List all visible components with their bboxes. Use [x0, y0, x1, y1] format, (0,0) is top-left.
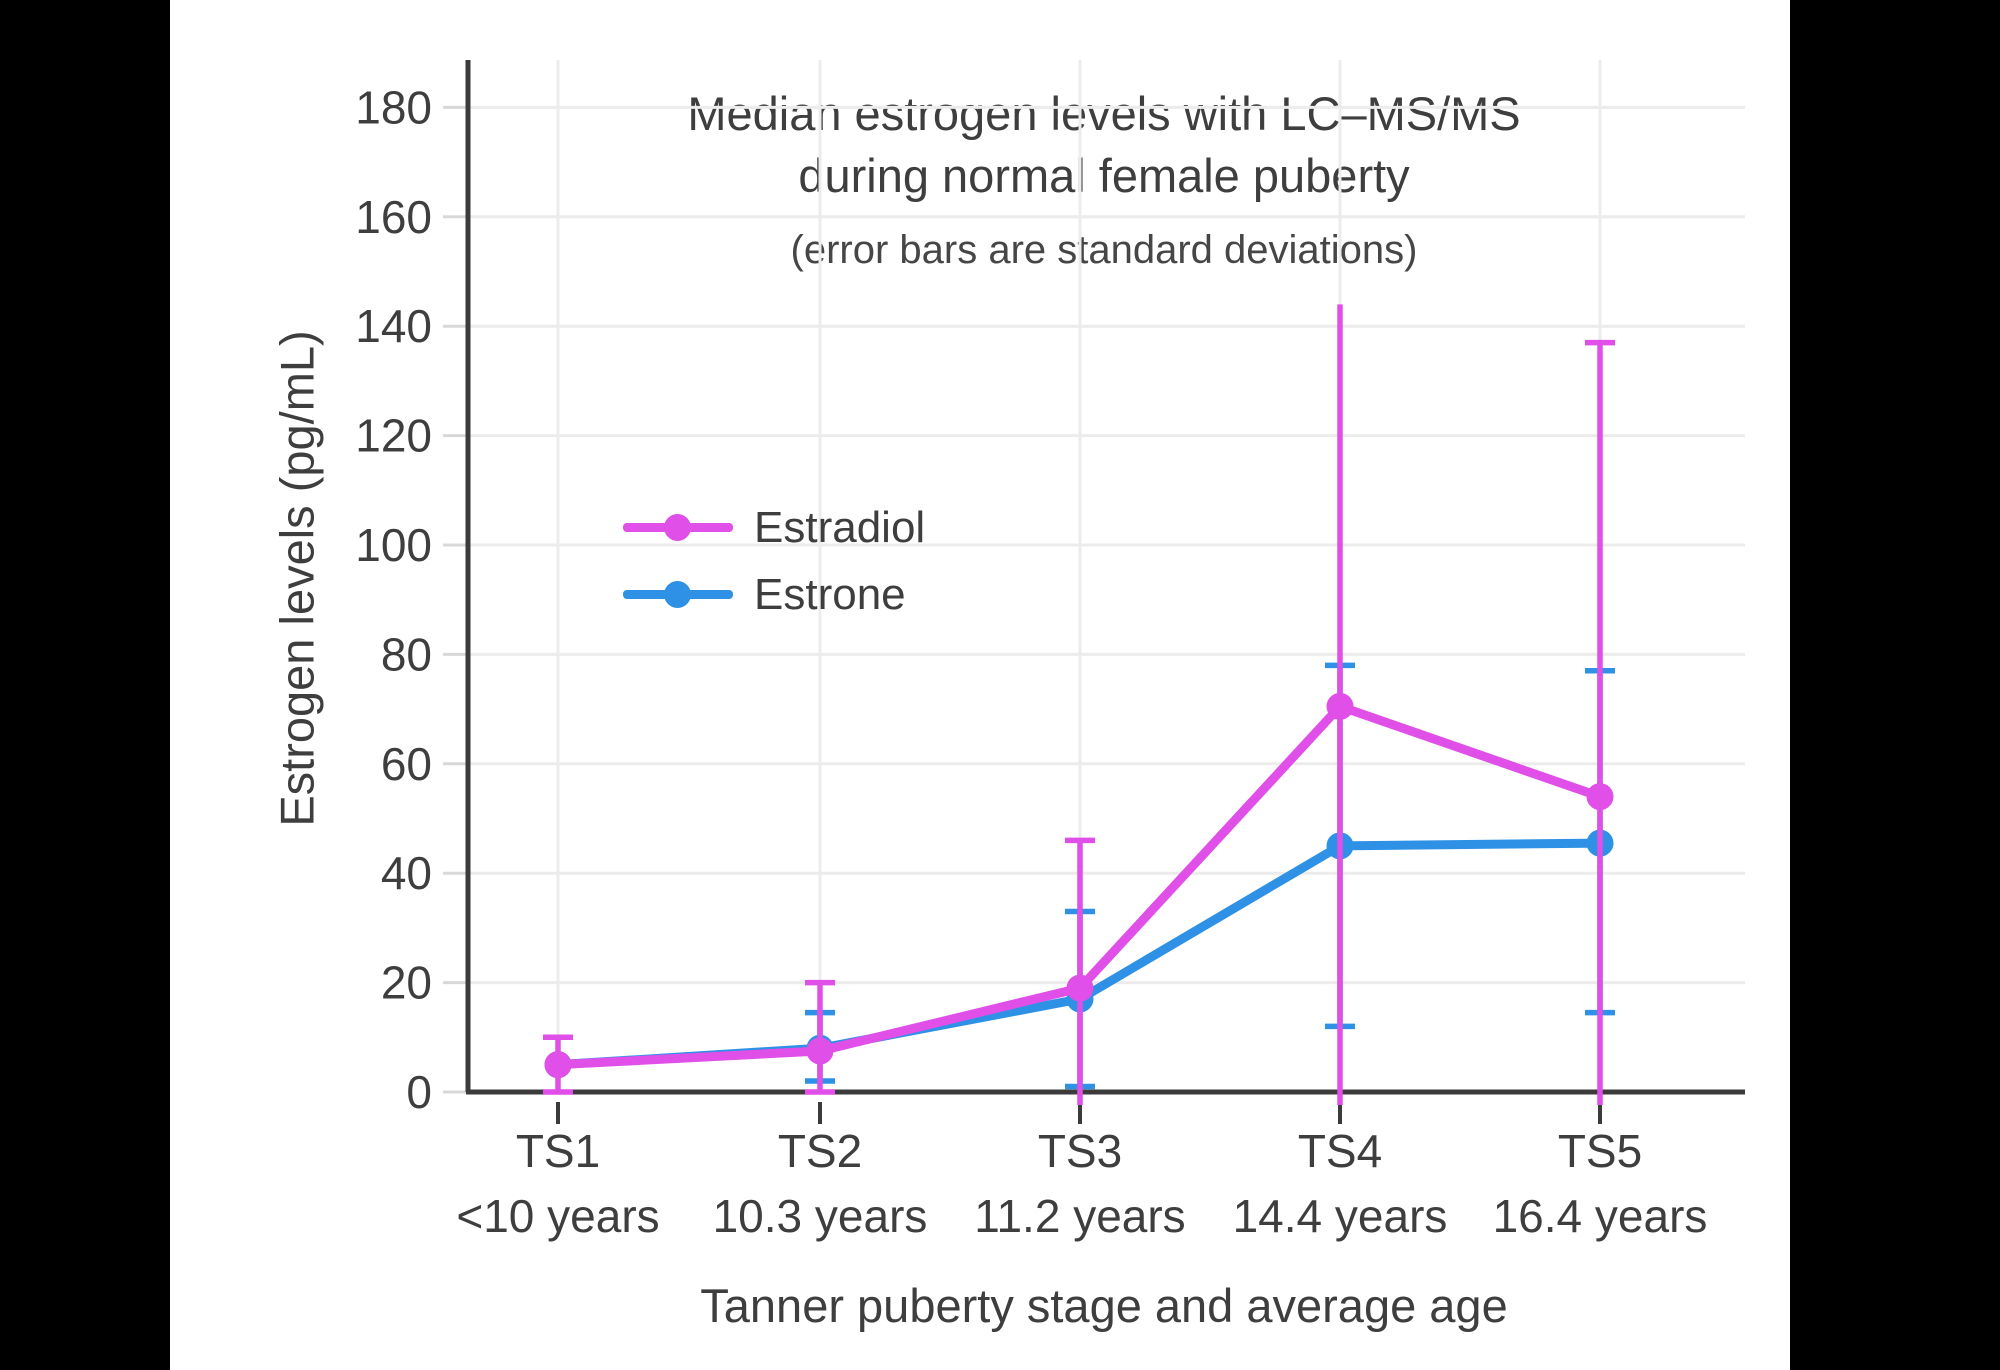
- legend-label-estradiol: Estradiol: [754, 502, 926, 552]
- y-tick-label: 140: [355, 300, 432, 352]
- x-tick-label: TS4: [1298, 1125, 1382, 1177]
- x-age-label: 11.2 years: [974, 1190, 1185, 1242]
- y-tick-label: 160: [355, 191, 432, 243]
- y-tick-label: 180: [355, 81, 432, 133]
- chart-subtitle: (error bars are standard deviations): [790, 228, 1418, 272]
- data-point-estradiol-TS2: [806, 1037, 834, 1065]
- legend-item-estradiol: Estradiol: [623, 494, 925, 561]
- chart-title-line1: Median estrogen levels with LC–MS/MS: [687, 87, 1521, 140]
- y-tick-label: 40: [381, 847, 432, 899]
- estradiol-marker-icon: [664, 514, 691, 541]
- series-estradiol: [543, 304, 1615, 1105]
- data-point-estradiol-TS3: [1066, 974, 1094, 1002]
- x-axis-title: Tanner puberty stage and average age: [700, 1279, 1508, 1332]
- series-layer: [543, 304, 1615, 1105]
- data-point-estradiol-TS4: [1326, 692, 1354, 720]
- x-age-label: 16.4 years: [1493, 1190, 1708, 1242]
- y-tick-label: 80: [381, 628, 432, 680]
- chart-svg: 0 20 40 60 80 100 120 140 160 180 TS1 TS2 TS3 TS4 TS5…: [355, 60, 1745, 1242]
- x-tick-label: TS1: [516, 1125, 600, 1177]
- legend-item-estrone: Estrone: [623, 561, 925, 628]
- estradiol-line-swatch-icon: [623, 514, 733, 541]
- x-category-labels-layer: TS1 TS2 TS3 TS4 TS5 <10 years 10.3 years 11.2 y…: [456, 1125, 1707, 1242]
- y-tick-label: 120: [355, 410, 432, 462]
- tick-labels-layer: 0 20 40 60 80 100 120 140 160 180: [355, 81, 432, 1118]
- chart-canvas: Median estrogen levels with LC–MS/MS dur…: [170, 0, 1790, 1370]
- chart-title-line2: during normal female puberty: [798, 149, 1410, 202]
- x-tick-label: TS2: [778, 1125, 862, 1177]
- x-age-label: <10 years: [456, 1190, 659, 1242]
- y-tick-label: 60: [381, 738, 432, 790]
- y-tick-label: 100: [355, 519, 432, 571]
- x-tick-label: TS3: [1038, 1125, 1122, 1177]
- axes-layer: [443, 60, 1745, 1124]
- x-tick-label: TS5: [1558, 1125, 1642, 1177]
- chart-legend: Estradiol Estrone: [623, 494, 925, 628]
- data-point-estradiol-TS5: [1586, 783, 1614, 811]
- x-age-label: 10.3 years: [713, 1190, 928, 1242]
- y-tick-label: 0: [406, 1066, 432, 1118]
- x-age-label: 14.4 years: [1233, 1190, 1448, 1242]
- estrone-line-swatch-icon: [623, 581, 733, 608]
- legend-label-estrone: Estrone: [754, 569, 906, 619]
- data-point-estradiol-TS1: [544, 1051, 572, 1079]
- estrone-marker-icon: [664, 581, 691, 608]
- y-tick-label: 20: [381, 957, 432, 1009]
